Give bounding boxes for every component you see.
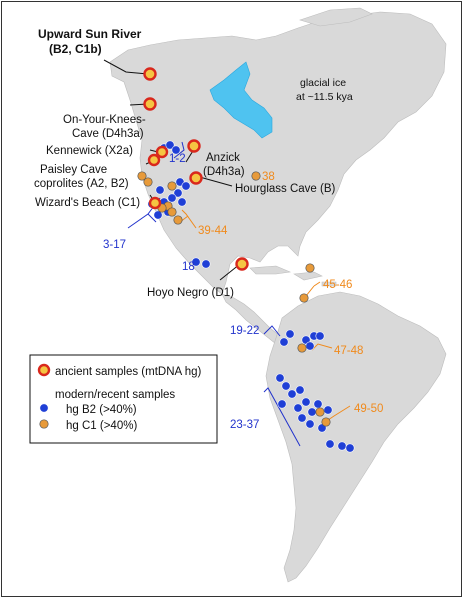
ancient-marker-on-your-knees	[143, 97, 157, 111]
ancient-marker-wizards-beach	[148, 196, 162, 210]
b2-dot	[323, 405, 333, 415]
hoyo-negro-label: Hoyo Negro (D1)	[147, 287, 234, 299]
arctic-islands	[299, 7, 373, 27]
c1-dot	[321, 417, 331, 427]
b2-dot	[285, 329, 295, 339]
upward-sun-river-label-1: Upward Sun River	[38, 27, 142, 41]
glacial-ice	[209, 61, 273, 139]
paisley-label-1: Paisley Cave	[40, 164, 107, 176]
b2-dot	[277, 399, 287, 409]
b2-dot	[305, 341, 315, 351]
paisley-label-2: coprolites (A2, B2)	[34, 178, 129, 190]
c1-dot	[251, 171, 261, 181]
c1-dot	[143, 177, 153, 187]
group-label-47-48: 47-48	[334, 345, 363, 357]
b2-dot	[297, 413, 307, 423]
b2-dot	[167, 193, 177, 203]
c1-dot	[299, 293, 309, 303]
glacial-ice-label-1: glacial ice	[300, 77, 346, 89]
b2-dot	[287, 389, 297, 399]
legend: ancient samples (mtDNA hg) modern/recent…	[29, 354, 218, 444]
ancient-labels: Upward Sun River (B2, C1b) On-Your-Knees…	[34, 27, 336, 299]
sample-number-labels: 1-2 3-17 18 19-22 23-37 38 39-44 45-46 4…	[103, 153, 383, 431]
ancient-marker-upward-sun-river	[143, 67, 157, 81]
legend-b2-label: hg B2 (>40%)	[66, 404, 137, 416]
group-label-49-50: 49-50	[354, 403, 383, 415]
group-label-45-46: 45-46	[323, 279, 352, 291]
legend-modern-title: modern/recent samples	[55, 389, 175, 401]
b2-dot	[305, 419, 315, 429]
legend-c1-dot	[39, 419, 49, 429]
glacial-ice-label-2: at ~11.5 kya	[296, 91, 353, 103]
legend-ancient-label: ancient samples (mtDNA hg)	[55, 366, 202, 378]
b2-dot	[153, 210, 163, 220]
ancient-marker-hoyo-negro	[235, 257, 249, 271]
wizards-beach-label: Wizard's Beach (C1)	[35, 197, 140, 209]
south-america-landmass	[265, 291, 447, 583]
b2-dot	[337, 441, 347, 451]
b2-dot	[313, 399, 323, 409]
kennewick-label: Kennewick (X2a)	[46, 145, 133, 157]
glacial-ice-lakes	[209, 61, 273, 139]
b2-dot	[181, 181, 191, 191]
on-your-knees-label-1: On-Your-Knees-	[63, 114, 146, 126]
b2-dot	[155, 185, 165, 195]
c1-dot	[173, 215, 183, 225]
land	[109, 7, 447, 583]
b2-dot	[191, 257, 201, 267]
group-label-38: 38	[262, 171, 275, 183]
b2-dot	[165, 140, 175, 150]
b2-dot	[345, 443, 355, 453]
b2-dot	[281, 381, 291, 391]
legend-b2-dot	[39, 403, 49, 413]
group-label-3-17: 3-17	[103, 239, 126, 251]
group-label-23-37: 23-37	[230, 419, 259, 431]
orange-leaders	[179, 209, 351, 421]
b2-dot	[173, 188, 183, 198]
ancient-markers	[143, 67, 249, 271]
ancient-marker-hourglass	[189, 171, 203, 185]
b2-dot	[301, 397, 311, 407]
b2-dot	[201, 259, 211, 269]
hourglass-label: Hourglass Cave (B)	[235, 183, 336, 195]
ancient-marker-paisley	[147, 153, 161, 167]
b2-dot	[307, 407, 317, 417]
group-label-39-44: 39-44	[198, 225, 228, 237]
group-label-18: 18	[182, 261, 195, 273]
caribbean-islands	[249, 265, 337, 287]
legend-c1-label: hg C1 (>40%)	[66, 420, 137, 432]
c1-dot	[167, 207, 177, 217]
b2-dot	[177, 197, 187, 207]
anzick-label-2: (D4h3a)	[203, 166, 245, 178]
anzick-label-1: Anzick	[206, 152, 240, 164]
ancient-marker-kennewick	[155, 145, 169, 159]
c1-samples	[137, 171, 331, 427]
upward-sun-river-label-2: (B2, C1b)	[49, 42, 102, 56]
c1-dot	[315, 407, 325, 417]
ancient-marker-anzick	[187, 139, 201, 153]
group-label-19-22: 19-22	[230, 325, 259, 337]
c1-dot	[167, 181, 177, 191]
c1-dot	[305, 263, 315, 273]
b2-dot	[293, 403, 303, 413]
b2-dot	[279, 337, 289, 347]
b2-dot	[325, 439, 335, 449]
on-your-knees-label-2: Cave (D4h3a)	[72, 128, 144, 140]
b2-dot	[295, 385, 305, 395]
group-label-1-2: 1-2	[169, 153, 186, 165]
legend-box	[29, 354, 218, 444]
b2-dot	[275, 373, 285, 383]
c1-dot	[137, 171, 147, 181]
legend-ancient-marker	[37, 363, 51, 377]
central-america-landmass	[221, 293, 285, 347]
b2-dot	[315, 331, 325, 341]
c1-dot	[297, 343, 307, 353]
b2-dot	[171, 145, 181, 155]
